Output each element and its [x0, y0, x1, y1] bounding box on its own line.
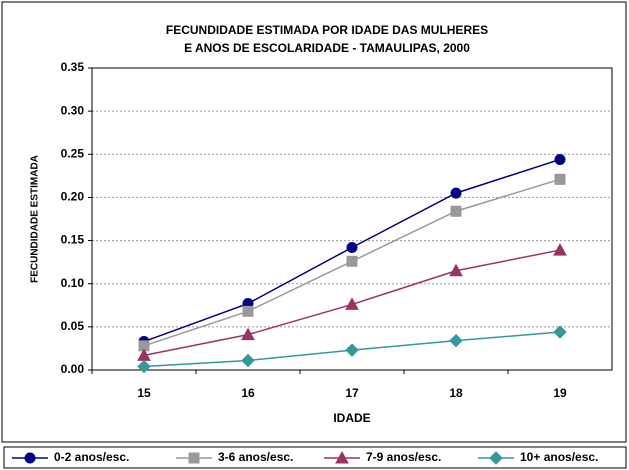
- chart-title: FECUNDIDADE ESTIMADA POR IDADE DAS MULHE…: [166, 23, 488, 37]
- legend-label: 3-6 anos/esc.: [218, 450, 293, 464]
- data-point: [554, 153, 566, 165]
- chart-title: E ANOS DE ESCOLARIDADE - TAMAULIPAS, 200…: [184, 41, 470, 55]
- data-point: [346, 241, 358, 253]
- data-point: [241, 327, 255, 341]
- data-point: [553, 243, 567, 256]
- legend-label: 10+ anos/esc.: [520, 450, 598, 464]
- data-point: [553, 325, 567, 339]
- x-tick-label: 15: [137, 386, 151, 400]
- y-tick-label: 0.30: [61, 103, 85, 117]
- data-point: [450, 205, 462, 217]
- data-point: [345, 297, 359, 310]
- y-tick-label: 0.05: [61, 319, 85, 333]
- y-tick-label: 0.20: [61, 190, 85, 204]
- data-point: [450, 187, 462, 199]
- legend-marker: [335, 450, 349, 464]
- data-point: [449, 333, 463, 348]
- data-point: [241, 353, 255, 368]
- data-point: [137, 359, 151, 374]
- legend-label: 0-2 anos/esc.: [54, 450, 129, 464]
- legend-marker: [188, 452, 200, 464]
- y-axis-label: FECUNDIDADE ESTIMADA: [30, 155, 41, 283]
- legend-marker: [489, 451, 503, 465]
- y-tick-label: 0.10: [61, 276, 85, 290]
- legend-marker: [24, 452, 36, 464]
- chart-border: [1, 1, 627, 443]
- legend-label: 7-9 anos/esc.: [366, 450, 441, 464]
- y-tick-label: 0.35: [61, 60, 85, 74]
- y-tick-label: 0.25: [61, 146, 85, 160]
- y-tick-label: 0.15: [61, 233, 85, 247]
- x-tick-label: 17: [345, 386, 359, 400]
- x-axis-label: IDADE: [333, 411, 370, 425]
- x-tick-label: 16: [241, 386, 255, 400]
- data-point: [345, 343, 359, 357]
- data-point: [554, 173, 566, 185]
- plot-border: [91, 67, 613, 371]
- x-tick-label: 19: [553, 386, 567, 400]
- data-point: [346, 255, 358, 267]
- data-point: [242, 305, 254, 317]
- legend-box: [3, 446, 627, 469]
- x-tick-label: 18: [449, 386, 463, 400]
- y-tick-label: 0.00: [61, 362, 85, 376]
- data-point: [449, 263, 463, 277]
